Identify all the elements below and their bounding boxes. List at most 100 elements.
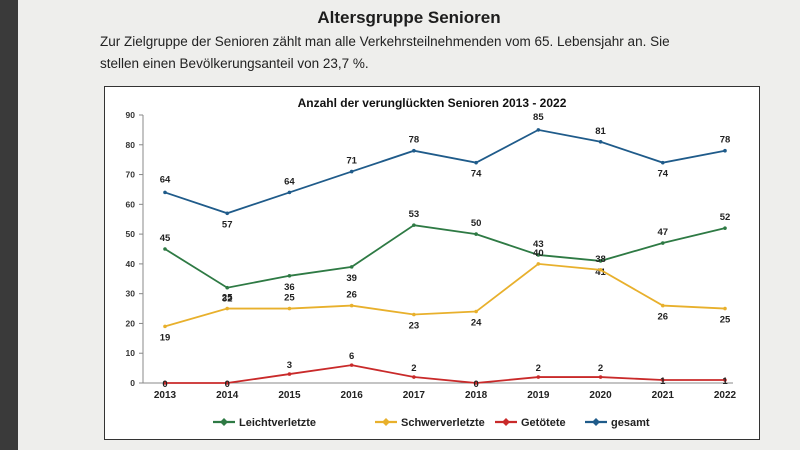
data-point — [474, 381, 478, 385]
y-tick-label: 60 — [126, 199, 136, 209]
data-label: 53 — [409, 209, 420, 220]
data-point — [287, 306, 292, 311]
page-heading: Altersgruppe Senioren — [317, 8, 501, 27]
data-point — [474, 232, 478, 236]
data-point — [412, 223, 416, 227]
data-point — [660, 241, 665, 245]
data-label: 52 — [720, 212, 731, 223]
data-label: 25 — [222, 293, 233, 304]
data-label: 19 — [160, 332, 171, 343]
data-point — [598, 140, 603, 144]
x-tick-label: 2013 — [154, 390, 177, 401]
data-point — [536, 262, 541, 266]
data-point — [474, 309, 478, 314]
data-label: 50 — [471, 218, 482, 229]
data-point — [225, 306, 230, 311]
data-point — [349, 363, 354, 367]
data-label: 25 — [720, 315, 731, 326]
legend-marker-icon — [502, 418, 510, 426]
data-point — [474, 160, 478, 165]
data-label: 41 — [595, 267, 606, 278]
data-point — [598, 259, 603, 263]
y-tick-label: 80 — [126, 140, 136, 150]
data-label: 26 — [657, 312, 668, 323]
data-label: 25 — [284, 293, 295, 304]
data-point — [660, 303, 665, 308]
y-tick-label: 20 — [126, 318, 136, 328]
series-line-schwerverletzte — [164, 262, 726, 328]
data-point — [287, 190, 292, 195]
line-chart: Anzahl der verunglückten Senioren 2013 -… — [126, 96, 737, 429]
data-point — [225, 211, 230, 216]
x-tick-label: 2014 — [216, 390, 239, 401]
data-point — [598, 375, 603, 379]
x-tick-label: 2021 — [652, 390, 675, 401]
data-label: 1 — [660, 376, 666, 387]
x-tick-label: 2016 — [341, 390, 364, 401]
data-label: 23 — [409, 321, 420, 332]
x-tick-label: 2015 — [278, 390, 301, 401]
data-label: 2 — [598, 363, 603, 374]
intro-line-2: stellen einen Bevölkerungsanteil von 23,… — [100, 56, 369, 71]
data-point — [349, 169, 354, 174]
data-label: 2 — [411, 363, 416, 374]
data-label: 47 — [657, 227, 668, 238]
data-label: 64 — [160, 174, 171, 185]
data-point — [349, 265, 354, 269]
data-point — [598, 268, 603, 272]
data-point — [723, 306, 727, 311]
data-point — [225, 285, 230, 290]
data-label: 3 — [287, 360, 292, 371]
y-tick-label: 10 — [126, 348, 136, 358]
y-tick-label: 40 — [126, 259, 136, 269]
data-label: 38 — [595, 254, 606, 265]
data-point — [412, 312, 416, 317]
series-line-gesamt — [164, 128, 726, 215]
legend-label: Leichtverletzte — [239, 417, 316, 429]
data-label: 40 — [533, 248, 544, 259]
data-label: 64 — [284, 176, 295, 187]
data-label: 78 — [720, 135, 731, 146]
data-label: 74 — [471, 169, 482, 180]
data-label: 57 — [222, 219, 233, 230]
data-label: 24 — [471, 318, 482, 329]
data-point — [287, 372, 292, 376]
y-tick-label: 70 — [126, 170, 136, 180]
chart-title: Anzahl der verunglückten Senioren 2013 -… — [298, 96, 567, 110]
x-tick-label: 2022 — [714, 390, 737, 401]
data-point — [287, 274, 292, 278]
data-label: 43 — [533, 239, 544, 250]
chart-frame: Anzahl der verunglückten Senioren 2013 -… — [104, 86, 760, 440]
legend-marker-icon — [220, 418, 228, 426]
data-point — [723, 378, 727, 382]
data-label: 74 — [657, 169, 668, 180]
data-label: 32 — [222, 294, 233, 305]
data-point — [536, 253, 541, 257]
x-tick-label: 2020 — [589, 390, 612, 401]
data-label: 26 — [346, 290, 357, 301]
legend-marker-icon — [592, 418, 600, 426]
data-label: 81 — [595, 126, 606, 137]
legend-label: gesamt — [611, 417, 650, 429]
data-point — [349, 303, 354, 308]
y-tick-label: 0 — [130, 378, 135, 388]
data-label: 1 — [722, 376, 728, 387]
data-label: 0 — [225, 379, 230, 390]
data-point — [163, 381, 167, 385]
data-point — [163, 247, 167, 251]
y-tick-label: 30 — [126, 289, 136, 299]
data-point — [412, 148, 416, 153]
data-point — [660, 378, 665, 382]
data-point — [723, 148, 727, 153]
intro-line-1: Zur Zielgruppe der Senioren zählt man al… — [100, 34, 670, 49]
data-label: 78 — [409, 135, 420, 146]
legend-marker-icon — [382, 418, 390, 426]
data-point — [536, 128, 541, 132]
data-point — [225, 381, 230, 385]
data-point — [723, 226, 727, 230]
data-label: 6 — [349, 351, 354, 362]
data-label: 71 — [346, 156, 357, 167]
data-label: 39 — [346, 273, 357, 284]
x-tick-label: 2019 — [527, 390, 550, 401]
data-point — [660, 160, 665, 165]
